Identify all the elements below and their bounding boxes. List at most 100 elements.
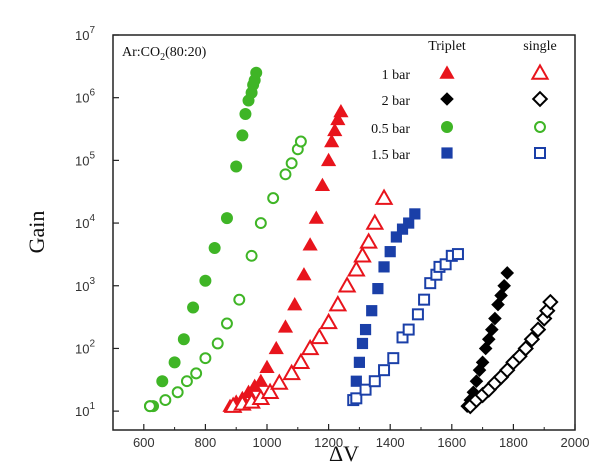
data-point-2-bar-triplet bbox=[485, 322, 499, 337]
data-point-1-bar-single bbox=[337, 276, 357, 293]
data-point-0-5-bar-triplet bbox=[199, 274, 212, 287]
data-point-1-5-bar-triplet bbox=[403, 217, 415, 229]
data-point-0-5-bar-single bbox=[211, 337, 224, 350]
data-point-1-bar-single bbox=[374, 188, 394, 205]
data-point-0-5-bar-single bbox=[294, 135, 307, 148]
series-1-bar-triplet bbox=[222, 103, 349, 412]
data-point-1-bar-single bbox=[310, 327, 329, 345]
y-tick-label-4: 104 bbox=[75, 213, 95, 231]
data-point-1-bar-triplet bbox=[253, 373, 269, 387]
data-point-0-5-bar-single bbox=[180, 375, 193, 388]
data-point-0-5-bar-triplet bbox=[220, 212, 233, 225]
x-tick-label-1000: 1000 bbox=[253, 435, 282, 450]
data-point-2-bar-single bbox=[523, 331, 541, 348]
data-point-1-5-bar-single bbox=[396, 331, 409, 344]
legend-marker-0-5-bar-triplet bbox=[441, 121, 453, 133]
x-tick-label-2000: 2000 bbox=[561, 435, 590, 450]
data-point-2-bar-triplet bbox=[481, 332, 496, 347]
data-point-1-bar-triplet bbox=[302, 237, 318, 251]
data-point-2-bar-triplet bbox=[475, 355, 490, 370]
series-1-5-bar-triplet bbox=[347, 208, 421, 406]
legend-markers bbox=[439, 63, 550, 159]
data-point-1-bar-triplet bbox=[324, 133, 340, 148]
data-point-0-5-bar-single bbox=[159, 394, 172, 407]
data-point-1-bar-single bbox=[300, 338, 320, 356]
data-point-1-5-bar-single bbox=[359, 383, 372, 396]
data-point-1-bar-triplet bbox=[327, 122, 343, 137]
legend-label-0-5-bar: 0.5 bar bbox=[371, 122, 410, 137]
data-point-1-5-bar-triplet bbox=[359, 323, 372, 336]
data-point-0-5-bar-single bbox=[279, 168, 292, 181]
data-point-0-5-bar-single bbox=[285, 157, 298, 170]
data-point-0-5-bar-triplet bbox=[208, 242, 221, 255]
data-point-1-5-bar-single bbox=[387, 352, 400, 365]
data-point-2-bar-triplet bbox=[497, 278, 511, 293]
data-point-0-5-bar-single bbox=[245, 249, 258, 262]
data-point-1-bar-single bbox=[291, 352, 311, 370]
data-point-2-bar-triplet bbox=[478, 341, 493, 356]
data-point-1-5-bar-single bbox=[402, 323, 415, 336]
data-point-1-bar-triplet bbox=[259, 359, 275, 374]
data-point-1-bar-single bbox=[282, 363, 301, 381]
data-point-1-5-bar-triplet bbox=[384, 246, 396, 258]
y-tick-label-6: 106 bbox=[75, 88, 95, 106]
legend-label-2-bar: 2 bar bbox=[382, 94, 411, 109]
legend-marker-2-bar-triplet bbox=[440, 92, 454, 106]
data-point-2-bar-triplet bbox=[469, 374, 484, 389]
legend-header-single: single bbox=[523, 39, 556, 54]
data-point-1-5-bar-triplet bbox=[396, 223, 409, 235]
data-point-0-5-bar-single bbox=[233, 293, 246, 306]
data-point-1-5-bar-single bbox=[378, 364, 391, 377]
data-point-2-bar-triplet bbox=[491, 297, 505, 312]
legend-label-1-bar: 1 bar bbox=[382, 68, 411, 83]
y-tick-label-2: 102 bbox=[75, 338, 95, 356]
series-0-5-bar-triplet bbox=[143, 66, 263, 413]
data-point-1-5-bar-triplet bbox=[350, 375, 362, 387]
x-tick-label-1600: 1600 bbox=[437, 435, 466, 450]
data-point-1-bar-triplet bbox=[296, 267, 312, 281]
data-point-1-5-bar-triplet bbox=[390, 231, 402, 243]
data-point-1-5-bar-triplet bbox=[409, 208, 421, 220]
data-point-0-5-bar-triplet bbox=[230, 160, 243, 173]
series-1-5-bar-single bbox=[347, 248, 464, 407]
data-point-1-5-bar-single bbox=[418, 293, 431, 306]
data-point-1-bar-single bbox=[353, 246, 372, 263]
series-0-5-bar-single bbox=[144, 135, 307, 413]
data-point-1-5-bar-single bbox=[439, 258, 452, 271]
data-point-1-bar-triplet bbox=[268, 340, 284, 355]
x-tick-label-1200: 1200 bbox=[314, 435, 343, 450]
data-point-0-5-bar-single bbox=[254, 217, 267, 230]
data-point-1-bar-triplet bbox=[314, 177, 331, 192]
data-point-1-5-bar-single bbox=[350, 392, 363, 405]
y-tick-label-7: 107 bbox=[75, 25, 95, 43]
y-axis-title: Gain bbox=[24, 211, 49, 254]
data-point-0-5-bar-single bbox=[267, 192, 280, 205]
legend-header-triplet: Triplet bbox=[428, 39, 466, 54]
legend-marker-1-bar-single bbox=[530, 63, 550, 80]
data-point-0-5-bar-triplet bbox=[236, 129, 249, 142]
data-point-0-5-bar-triplet bbox=[239, 107, 252, 120]
data-point-0-5-bar-single bbox=[199, 352, 212, 365]
y-tick-label-5: 105 bbox=[75, 150, 95, 168]
data-point-0-5-bar-triplet bbox=[187, 301, 200, 314]
legend-marker-1-5-bar-triplet bbox=[441, 147, 453, 159]
plot-frame bbox=[112, 34, 576, 431]
y-tick-label-3: 103 bbox=[75, 276, 95, 294]
data-point-2-bar-triplet bbox=[500, 266, 515, 280]
legend-marker-1-5-bar-single bbox=[534, 147, 546, 159]
data-point-1-bar-triplet bbox=[330, 111, 346, 126]
data-point-0-5-bar-triplet bbox=[156, 375, 169, 388]
data-point-0-5-bar-single bbox=[144, 400, 156, 413]
data-point-0-5-bar-triplet bbox=[177, 333, 190, 346]
data-point-1-5-bar-triplet bbox=[366, 305, 378, 317]
data-point-1-5-bar-single bbox=[368, 375, 381, 388]
data-point-1-5-bar-triplet bbox=[356, 337, 369, 350]
data-point-0-5-bar-single bbox=[171, 386, 184, 399]
x-tick-label-1400: 1400 bbox=[376, 435, 405, 450]
legend: Triplet single 1 bar 2 bar 0.5 bar 1.5 b… bbox=[371, 39, 557, 163]
data-point-1-5-bar-single bbox=[411, 308, 424, 321]
data-point-2-bar-triplet bbox=[488, 311, 502, 326]
data-point-2-bar-single bbox=[529, 321, 547, 338]
data-point-1-bar-single bbox=[346, 260, 366, 277]
